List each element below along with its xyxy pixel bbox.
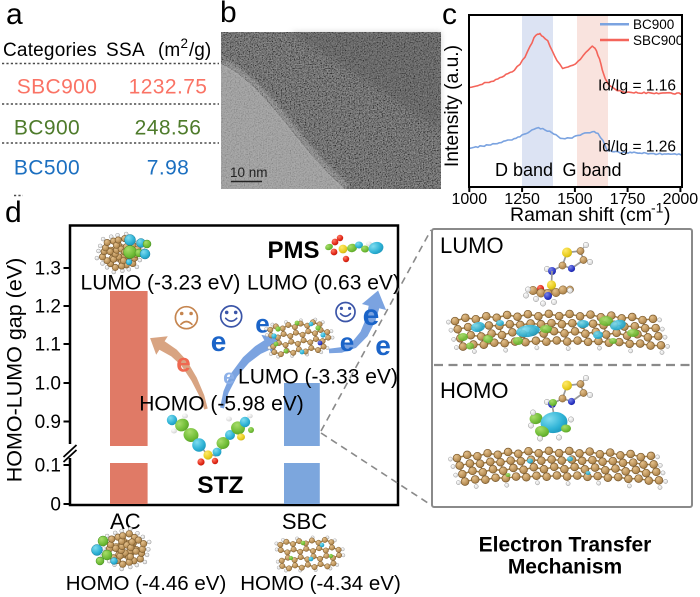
svg-text:0: 0 (50, 495, 61, 516)
svg-text:1.2: 1.2 (35, 297, 61, 318)
svg-text:BC500: BC500 (14, 157, 80, 180)
svg-text:Raman shift (cm: Raman shift (cm (510, 204, 652, 226)
svg-text:1500: 1500 (557, 191, 593, 208)
svg-text:AC: AC (110, 509, 141, 534)
svg-text:HOMO: HOMO (440, 378, 508, 403)
svg-text:HOMO (-4.34 eV): HOMO (-4.34 eV) (240, 572, 401, 595)
svg-text:e: e (223, 366, 235, 389)
svg-text:SSA: SSA (106, 40, 145, 61)
svg-text:1232.75: 1232.75 (129, 76, 208, 99)
svg-text:1.0: 1.0 (35, 374, 61, 395)
svg-text:e: e (211, 326, 227, 357)
svg-text:7.98: 7.98 (147, 157, 189, 180)
svg-text:BC900: BC900 (633, 17, 674, 32)
svg-text:e: e (340, 327, 354, 357)
svg-text:Mechanism: Mechanism (508, 556, 622, 579)
svg-text:HOMO-LUMO gap (eV): HOMO-LUMO gap (eV) (3, 258, 27, 483)
svg-text:248.56: 248.56 (135, 117, 202, 140)
svg-text:1.3: 1.3 (35, 259, 61, 280)
svg-text:Intensity (a.u.): Intensity (a.u.) (442, 45, 463, 167)
svg-text:LUMO (-3.33 eV): LUMO (-3.33 eV) (238, 366, 398, 389)
svg-text:LUMO (-3.23 eV): LUMO (-3.23 eV) (81, 272, 241, 295)
svg-text:2000: 2000 (663, 191, 699, 208)
svg-text:D band: D band (495, 160, 553, 180)
svg-text:STZ: STZ (197, 472, 243, 499)
svg-text:10 nm: 10 nm (230, 165, 268, 180)
svg-text:/g): /g) (189, 40, 211, 61)
svg-text:c: c (442, 0, 457, 31)
svg-text:Id/Ig = 1.16: Id/Ig = 1.16 (598, 78, 676, 95)
svg-text:0.9: 0.9 (35, 412, 61, 433)
svg-text:(m: (m (158, 40, 180, 61)
svg-text:2: 2 (181, 36, 189, 51)
svg-text:HOMO (-5.98 eV): HOMO (-5.98 eV) (139, 393, 304, 416)
svg-text:LUMO (0.63 eV): LUMO (0.63 eV) (247, 272, 400, 295)
svg-text:SBC: SBC (282, 509, 327, 534)
svg-text:Id/Ig = 1.26: Id/Ig = 1.26 (598, 139, 676, 156)
svg-text:PMS: PMS (267, 237, 319, 264)
svg-text:SBC900: SBC900 (17, 76, 98, 99)
svg-text:1000: 1000 (452, 191, 488, 208)
svg-text:Electron Transfer: Electron Transfer (479, 534, 652, 557)
svg-text:HOMO (-4.46 eV): HOMO (-4.46 eV) (66, 572, 227, 595)
svg-text:a: a (6, 0, 23, 31)
svg-text:0.1: 0.1 (35, 456, 61, 477)
svg-text:Categories: Categories (3, 40, 97, 61)
svg-text:e: e (255, 309, 269, 339)
svg-text:1750: 1750 (610, 191, 646, 208)
svg-text:SBC900: SBC900 (633, 33, 683, 48)
svg-text:e: e (363, 299, 380, 332)
svg-text:d: d (5, 196, 22, 229)
svg-text:LUMO: LUMO (440, 233, 504, 258)
svg-text:G band: G band (562, 160, 621, 180)
svg-text:BC900: BC900 (14, 117, 80, 140)
svg-text:e: e (176, 348, 190, 378)
svg-text:1.1: 1.1 (35, 335, 61, 356)
svg-text:-1: -1 (651, 200, 664, 216)
svg-text:): ) (664, 204, 671, 226)
svg-text:b: b (220, 0, 237, 29)
svg-text:e: e (375, 330, 391, 361)
svg-text:1250: 1250 (504, 191, 540, 208)
